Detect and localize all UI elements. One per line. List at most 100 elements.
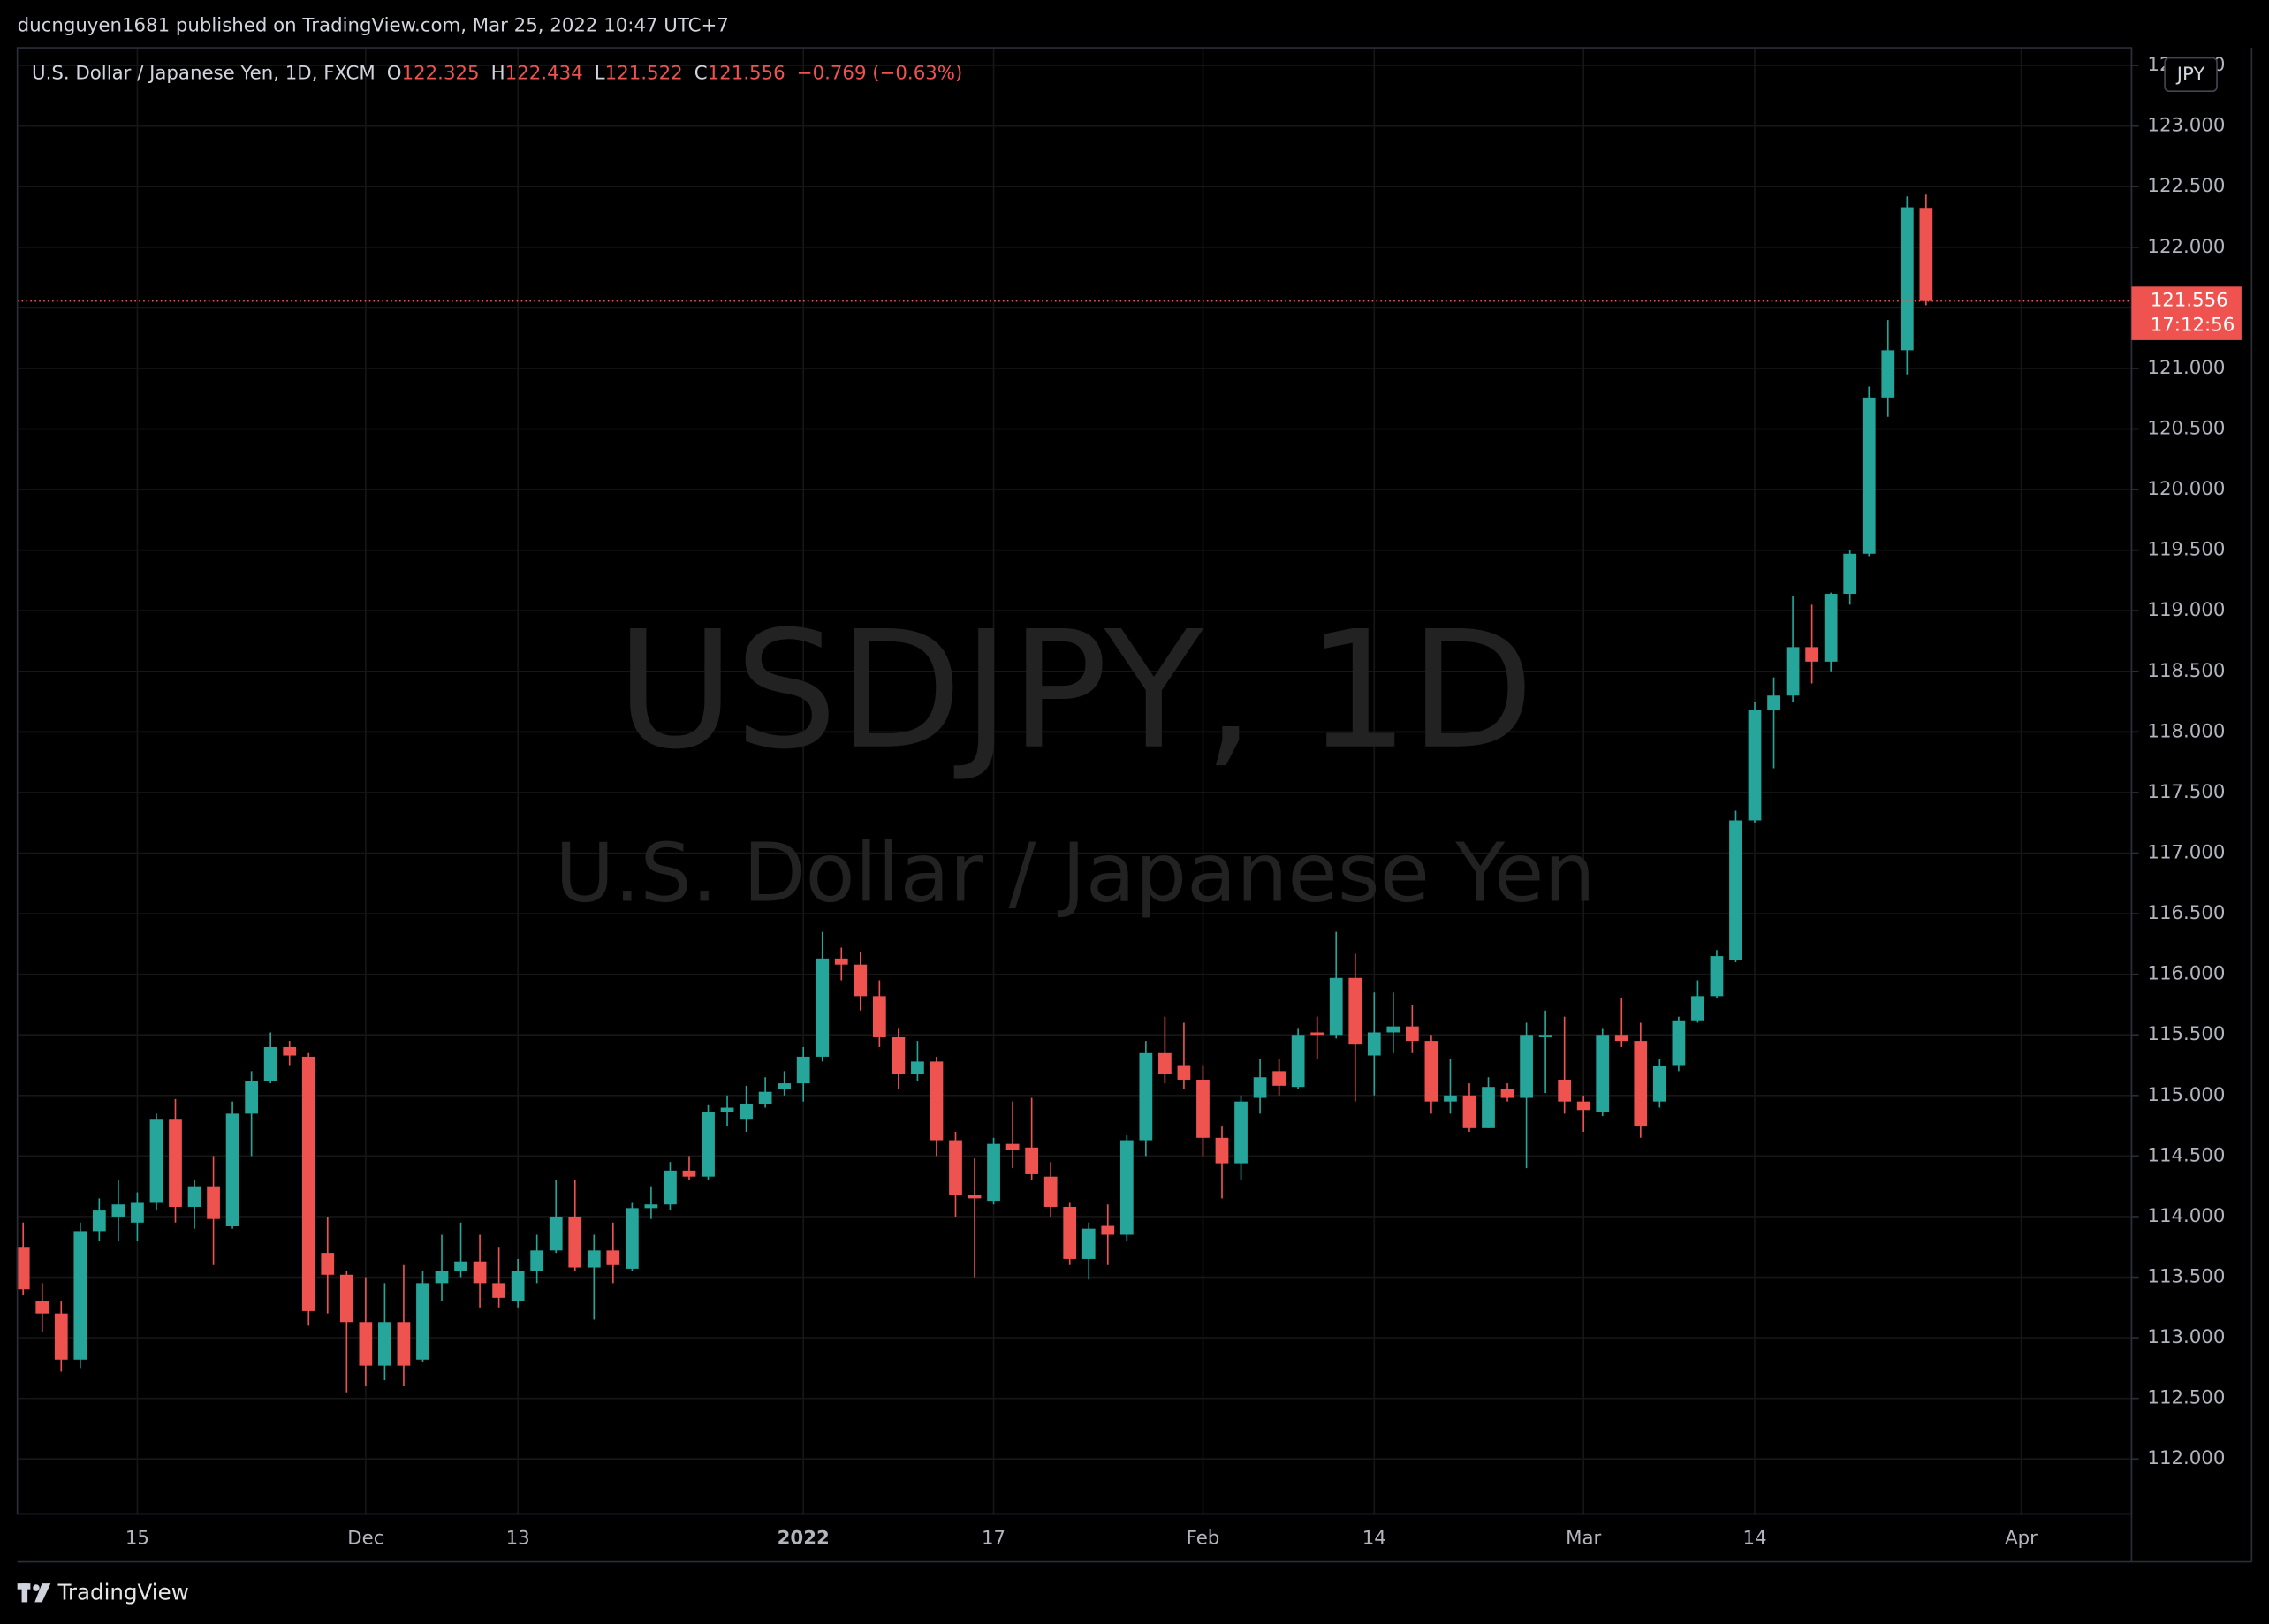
candle-body	[1348, 977, 1362, 1045]
candle-body	[1329, 977, 1343, 1036]
candle-body	[816, 958, 830, 1057]
candle-body	[1043, 1176, 1058, 1207]
y-tick-label: 115.500	[2147, 1023, 2225, 1045]
candle-body	[892, 1036, 906, 1074]
y-tick-label: 117.000	[2147, 842, 2225, 864]
candle-body	[930, 1061, 944, 1141]
candle-body	[664, 1170, 677, 1205]
candle-body	[283, 1046, 297, 1056]
candle-body	[131, 1202, 144, 1223]
x-tick-label: 14	[1742, 1527, 1766, 1549]
candle-body	[1063, 1206, 1077, 1259]
publisher-line: ducnguyen1681 published on TradingView.c…	[18, 14, 729, 36]
candle-body	[1291, 1035, 1305, 1088]
y-tick-label: 118.500	[2147, 660, 2225, 682]
candle-body	[1462, 1095, 1476, 1128]
candle-body	[1710, 956, 1724, 997]
candle-body	[949, 1140, 962, 1195]
candle-body	[682, 1170, 696, 1177]
footer-logo	[17, 1583, 51, 1603]
candle-body	[1843, 553, 1857, 595]
candle-body	[1482, 1087, 1495, 1128]
candle-body	[169, 1119, 182, 1207]
candle-body	[454, 1261, 467, 1271]
x-tick-label: Feb	[1187, 1527, 1220, 1549]
watermark-subtitle: U.S. Dollar / Japanese Yen	[555, 826, 1596, 921]
legend-value: 122.434	[505, 63, 583, 85]
y-tick-label: 113.000	[2147, 1326, 2225, 1348]
candle-body	[1672, 1020, 1686, 1066]
candle-body	[911, 1061, 924, 1074]
legend-key: O	[387, 63, 402, 85]
legend-change: −0.769 (−0.63%)	[797, 63, 963, 85]
y-tick-label: 116.500	[2147, 902, 2225, 924]
candle-body	[778, 1083, 792, 1089]
candle-body	[1444, 1095, 1457, 1102]
candle-body	[1576, 1101, 1590, 1111]
candle-body	[1596, 1035, 1610, 1113]
y-tick-label: 112.000	[2147, 1447, 2225, 1469]
candle-body	[1081, 1228, 1096, 1259]
candle-body	[1005, 1143, 1020, 1150]
candle-body	[187, 1186, 201, 1207]
y-tick-label: 116.000	[2147, 963, 2225, 985]
candle-body	[720, 1107, 734, 1113]
x-tick-label: Mar	[1566, 1527, 1601, 1549]
candle-body	[92, 1210, 106, 1232]
watermark: USDJPY, 1D	[616, 597, 1534, 785]
candle-body	[987, 1143, 1000, 1202]
candle-body	[1272, 1071, 1286, 1086]
candle-body	[359, 1322, 373, 1366]
candle-body	[321, 1253, 335, 1275]
y-tick-label: 122.500	[2147, 175, 2225, 197]
candle-body	[435, 1271, 449, 1284]
y-tick-label: 122.000	[2147, 236, 2225, 258]
y-tick-label: 120.000	[2147, 478, 2225, 500]
candle-body	[111, 1204, 125, 1217]
y-tick-label: 123.000	[2147, 115, 2225, 137]
countdown-label: 17:12:56	[2151, 315, 2235, 337]
candle-body	[1767, 695, 1780, 710]
candle-body	[378, 1322, 391, 1366]
y-tick-label: 114.000	[2147, 1205, 2225, 1227]
y-tick-label: 118.000	[2147, 720, 2225, 742]
candle-body	[1119, 1140, 1134, 1235]
y-tick-label: 117.500	[2147, 781, 2225, 803]
candle-body	[35, 1301, 49, 1314]
candle-body	[587, 1250, 601, 1268]
candle-body	[511, 1271, 525, 1301]
candle-body	[245, 1081, 259, 1114]
candle-body	[1558, 1079, 1572, 1102]
logo-part	[21, 1583, 28, 1603]
candle-body	[530, 1250, 544, 1271]
candle-body	[339, 1274, 353, 1323]
candle-body	[473, 1261, 487, 1284]
candle-body	[1234, 1101, 1248, 1164]
x-tick-label: 13	[506, 1527, 530, 1549]
candle-body	[702, 1112, 715, 1177]
x-tick-label: 14	[1362, 1527, 1386, 1549]
candle-body	[872, 996, 886, 1037]
candle-body	[1786, 647, 1800, 696]
candle-body	[1405, 1026, 1419, 1042]
candle-body	[1729, 820, 1742, 960]
candle-body	[1824, 594, 1838, 662]
logo-part	[33, 1584, 40, 1591]
currency-label: JPY	[2175, 64, 2206, 86]
y-tick-label: 115.000	[2147, 1084, 2225, 1106]
candle-body	[1424, 1041, 1438, 1102]
candle-body	[1634, 1041, 1648, 1127]
candle-body	[644, 1204, 658, 1209]
x-tick-label: 15	[125, 1527, 149, 1549]
candle-body	[416, 1283, 429, 1360]
footer-brand: TradingView	[57, 1580, 189, 1605]
candle-body	[1652, 1066, 1666, 1102]
legend-title: U.S. Dollar / Japanese Yen, 1D, FXCM	[32, 63, 376, 85]
candle-body	[796, 1056, 810, 1084]
candle-body	[758, 1091, 772, 1104]
candle-body	[1196, 1079, 1210, 1138]
candle-body	[225, 1113, 239, 1226]
plot-area	[16, 194, 2132, 1393]
legend-key: L	[595, 63, 605, 85]
